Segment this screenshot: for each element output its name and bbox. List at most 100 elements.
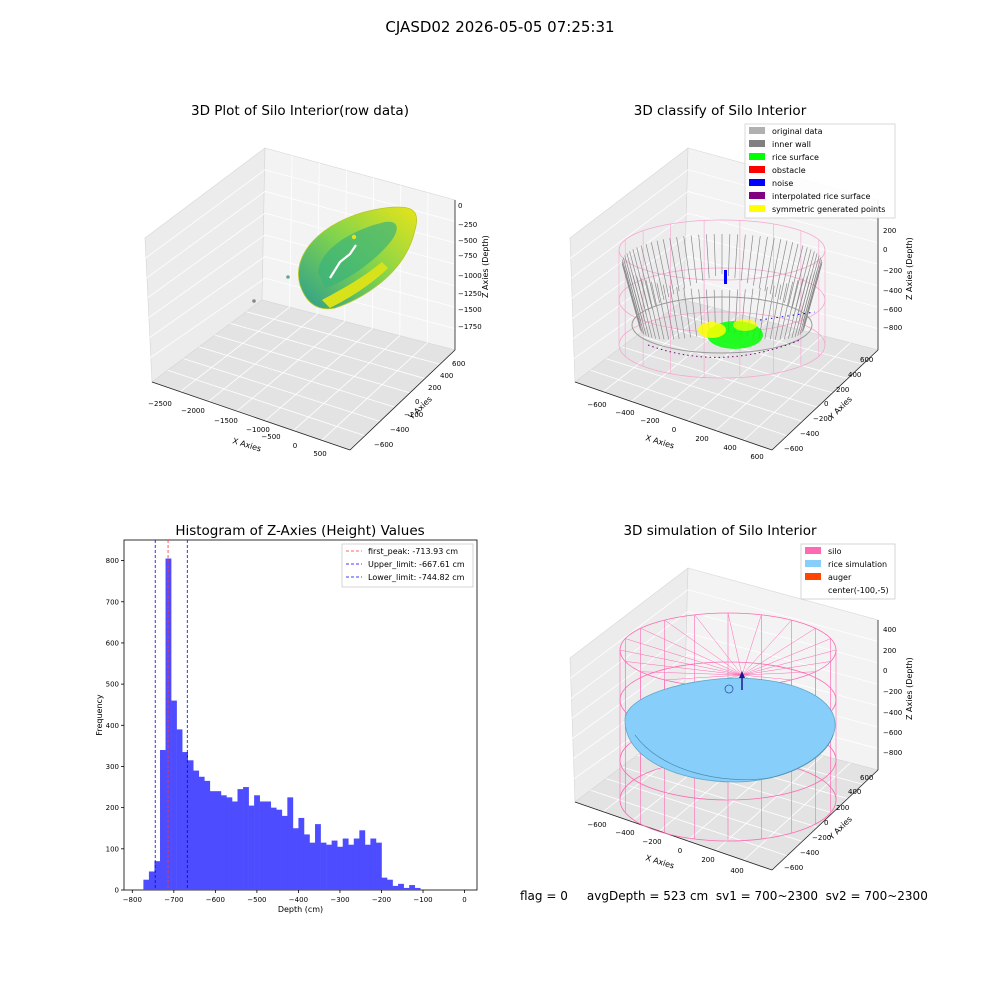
- plot1-grid: [230, 323, 426, 379]
- plot3-histogram-bar: [204, 780, 211, 890]
- plot3-x-tick: −700: [164, 896, 183, 904]
- plot1-y-tick: −200: [404, 411, 423, 419]
- plot2-wall-line: [779, 281, 794, 340]
- plot3-histogram-bar: [176, 729, 183, 890]
- plot2-wall-line: [803, 259, 823, 325]
- plot2-wall-line: [758, 236, 768, 289]
- plot3-x-tick: −600: [206, 896, 225, 904]
- plot3-histogram-bar: [187, 760, 194, 890]
- plot2-y-tick: 200: [836, 386, 849, 394]
- plot2-wall-line: [713, 234, 716, 277]
- plot2-legend-swatch: [749, 179, 765, 186]
- plot1-y-tick: 400: [440, 372, 453, 380]
- plot2-wall-line: [636, 247, 653, 309]
- plot2-legend-swatch: [749, 205, 765, 212]
- plot1-obstacle-trace: [329, 244, 357, 279]
- plot2-x-axis-line: [574, 381, 773, 451]
- plot3-y-tick: 300: [106, 763, 119, 771]
- plot2-wall-line: [624, 255, 643, 320]
- plot1-z-tick: −1500: [458, 306, 482, 314]
- plot3-histogram-bar: [259, 801, 266, 890]
- plot4-grid: [687, 611, 879, 664]
- plot2-legend-swatch: [749, 166, 765, 173]
- plot1-grid: [144, 277, 266, 362]
- plot1-grid: [264, 169, 456, 222]
- plot3-y-tick: 400: [106, 722, 119, 730]
- plot4-roof-rib: [625, 638, 743, 676]
- plot3-histogram-bar: [143, 879, 150, 890]
- plot4-y-tick: 600: [860, 774, 873, 782]
- plot4-legend-swatch: [805, 560, 821, 567]
- plot2-x-tick: 600: [750, 453, 763, 461]
- plot4-grid: [590, 789, 788, 857]
- plot1-x-tick: −500: [261, 433, 280, 441]
- plot4-x-tick: 400: [730, 867, 743, 875]
- plot2-wall-line: [769, 284, 782, 340]
- plot3-x-label: Depth (cm): [278, 905, 323, 914]
- plot4-x-tick: −200: [642, 838, 661, 846]
- plot4-grid: [606, 778, 803, 842]
- plot3-histogram-bar: [265, 801, 272, 890]
- plot1-grid: [293, 335, 401, 431]
- plot2-wall-line: [650, 281, 665, 340]
- plot4-legend-label: silo: [828, 547, 842, 556]
- plot4-auger-head: [739, 671, 745, 678]
- plot1-x-tick: −1000: [246, 426, 270, 434]
- plot2-legend-box: [744, 123, 896, 219]
- plot2-legend-label: original data: [772, 127, 823, 136]
- plot2-y-tick: −400: [800, 430, 819, 438]
- plot1-z-tick: −1000: [458, 272, 482, 280]
- plot2-grid: [687, 212, 879, 265]
- plot1-grid: [246, 311, 441, 365]
- plot1-x-label: X Axies: [231, 436, 262, 453]
- plot1-z-tick: 0: [458, 202, 462, 210]
- plot2-wall-line: [746, 235, 754, 284]
- plot1-y-tick: −600: [374, 441, 393, 449]
- plot3-histogram-bar: [171, 700, 177, 890]
- plot1-x-tick: 0: [293, 442, 297, 450]
- plot2-x-label: X Axies: [644, 433, 675, 450]
- plot2-wall-line: [706, 234, 710, 279]
- plot4-roof-rib: [741, 661, 831, 676]
- plot3-histogram-bar: [392, 885, 399, 890]
- plot2-legend-label: inner wall: [772, 140, 811, 149]
- plot2-x-tick: −600: [587, 401, 606, 409]
- plot4-x-tick: 200: [701, 856, 714, 864]
- plot1-grid: [144, 256, 266, 342]
- plot3-histogram-bar: [193, 770, 200, 890]
- plot2-wall-line: [626, 253, 645, 318]
- plot3-y-tick: 700: [106, 598, 119, 606]
- plot4-legend-label: center(-100,-5): [828, 586, 889, 595]
- plot1-outlier-point: [286, 275, 290, 279]
- plot2-y-tick: 600: [860, 356, 873, 364]
- plot2-wall-line: [728, 234, 731, 277]
- plot2-legend-swatch: [749, 127, 765, 134]
- plot3-legend-label: Lower_limit: -744.82 cm: [368, 573, 465, 582]
- plot4-grid: [569, 611, 689, 700]
- plot4-y-axis-line: [771, 769, 879, 871]
- plot2-z-tick: −400: [883, 287, 902, 295]
- plot1-z-label: Z Axies (Depth): [481, 235, 490, 298]
- plot2-wall-line: [656, 240, 670, 298]
- plot3-histogram-bar: [281, 815, 288, 890]
- plot2-wall-line: [784, 280, 799, 340]
- plot1-z-tick: −500: [458, 237, 477, 245]
- plot2-grid: [652, 323, 848, 379]
- plot4-z-tick: 400: [883, 626, 896, 634]
- plot2-x-tick: 400: [723, 444, 736, 452]
- plot2-wall-line: [797, 251, 815, 315]
- plot4-roof-rib: [741, 674, 792, 681]
- plot2-wall-line: [645, 280, 660, 340]
- plot4-grid: [743, 762, 851, 861]
- plot2-wall-line: [774, 283, 788, 340]
- plot4-grid: [687, 632, 879, 685]
- plot2-grid: [569, 277, 689, 362]
- plot3-histogram-bar: [409, 885, 416, 890]
- plot1-grid: [144, 212, 266, 301]
- plot2-wall-line: [622, 257, 642, 323]
- plot4-z-tick: 0: [883, 667, 887, 675]
- plot4-center-marker: [724, 684, 734, 694]
- plot1-outlier-point: [252, 299, 256, 303]
- plot2-legend-label: obstacle: [772, 166, 806, 175]
- plot4-roof-rib: [640, 671, 743, 676]
